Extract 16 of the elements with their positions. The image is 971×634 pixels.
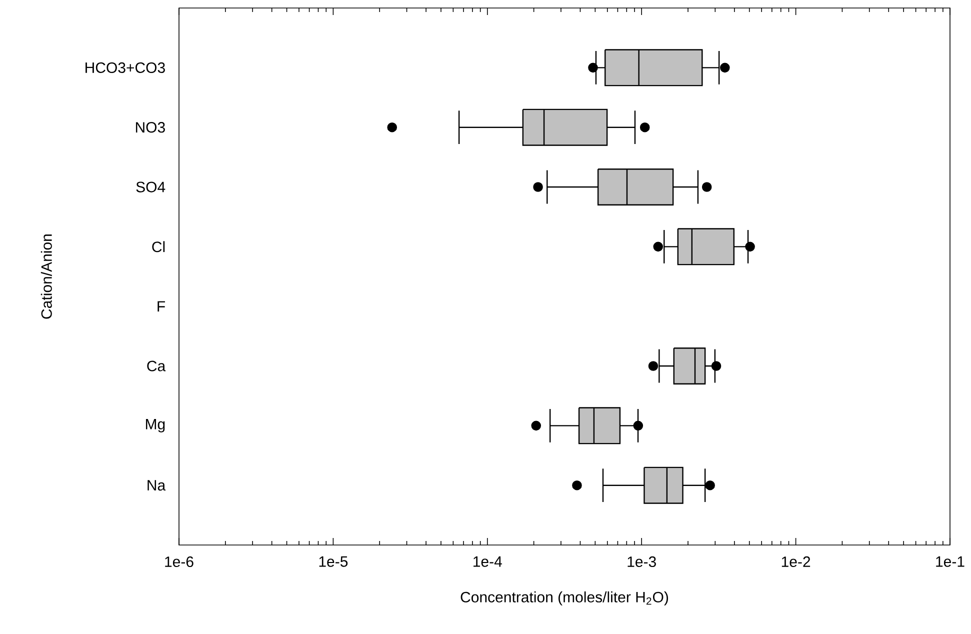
x-tick-label: 1e-4 xyxy=(474,556,502,567)
y-tick-label: SO4 xyxy=(136,182,166,192)
x-tick-label: 1e-6 xyxy=(165,556,194,568)
y-tick-label: Mg xyxy=(146,418,165,432)
y-tick-label: Na xyxy=(148,480,166,491)
y-tick-label: Ca xyxy=(147,360,166,372)
x-tick-label: 1e-2 xyxy=(782,556,810,568)
x-tick-label: 1e-3 xyxy=(628,556,656,568)
x-axis-title: Concentration (moles/liter H$_{2}$O) xyxy=(460,591,668,606)
y-tick-label: HCO3+CO3 xyxy=(86,62,165,73)
x-tick-label: 1e-1 xyxy=(936,556,964,567)
x-tick-label: 1e-5 xyxy=(319,556,348,567)
y-tick-label: F xyxy=(158,301,165,312)
y-tick-label: Cl xyxy=(152,241,165,252)
y-tick-label: NO3 xyxy=(136,122,165,133)
y-axis-title: Cation/Anion xyxy=(40,234,52,319)
